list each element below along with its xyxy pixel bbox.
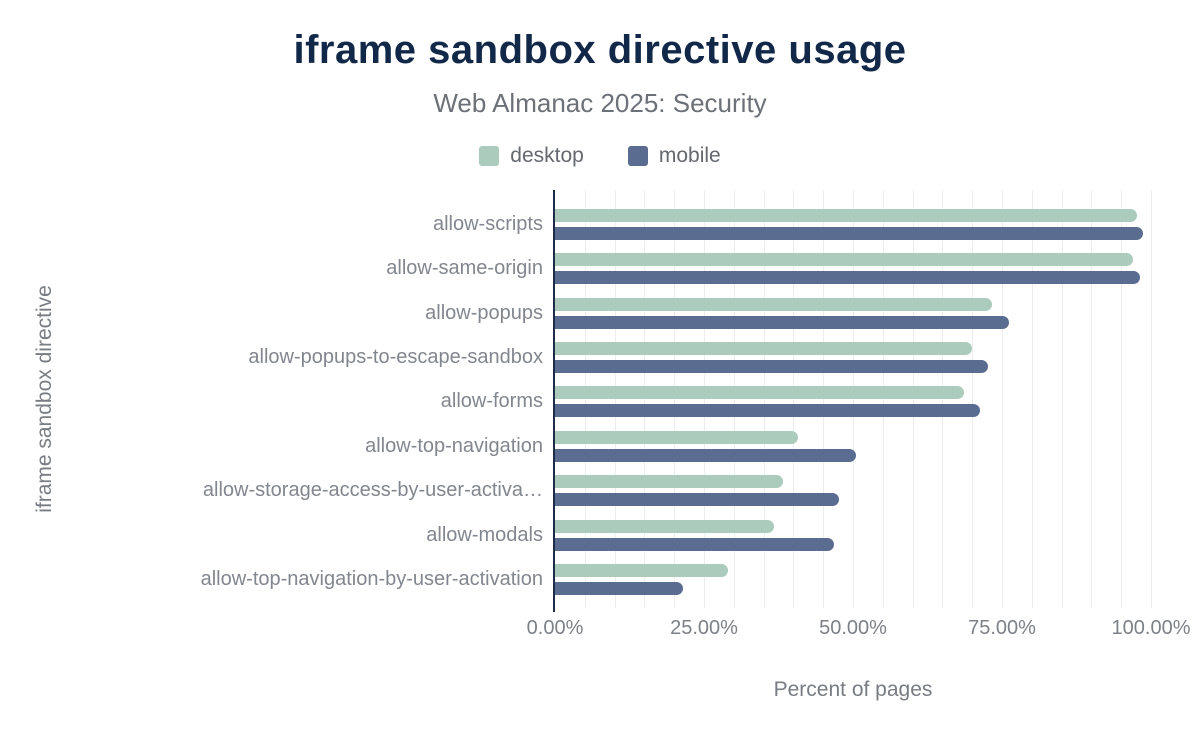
bar-group [555,519,834,551]
legend-item-desktop[interactable]: desktop [479,144,584,168]
chart-row: allow-storage-access-by-user-activa… [0,469,1155,513]
chart-row: allow-same-origin [0,246,1155,290]
bar-desktop [555,430,799,444]
bar-group [555,475,839,507]
gridline [1121,190,1123,608]
bar-desktop [555,208,1137,222]
legend-item-mobile[interactable]: mobile [627,144,721,168]
category-label: allow-same-origin [386,257,543,280]
bar-group [555,208,1144,240]
legend-label: desktop [510,144,584,167]
category-label: allow-popups-to-escape-sandbox [248,346,543,369]
category-label: allow-forms [440,390,543,413]
x-tick-label: 0.00% [526,617,584,639]
bar-group [555,342,988,374]
x-tick-label: 50.00% [819,617,887,639]
category-label: allow-top-navigation-by-user-activation [200,568,543,591]
legend-swatch-mobile [627,146,648,166]
chart-row: allow-forms [0,380,1155,424]
chart-subtitle: Web Almanac 2025: Security [433,88,767,118]
legend-label: mobile [658,144,721,167]
bar-mobile [555,448,856,462]
bar-group [555,253,1141,285]
bar-desktop [555,342,973,356]
plot-area: allow-scripts allow-same-origin allow-popu… [0,202,1155,602]
bar-desktop [555,253,1133,267]
chart-row: allow-scripts [0,202,1155,246]
bar-desktop [555,475,783,489]
category-label: allow-storage-access-by-user-activa… [202,479,543,502]
bar-desktop [555,297,993,311]
bar-desktop [555,386,965,400]
category-label: allow-modals [426,523,543,546]
legend-swatch-desktop [479,146,500,166]
bar-mobile [555,271,1141,285]
legend: desktop mobile [0,143,1200,169]
bar-mobile [555,360,988,374]
bar-mobile [555,315,1010,329]
gridline [1002,190,1003,608]
chart-row: allow-top-navigation-by-user-activation [0,558,1155,602]
gridline [1061,190,1063,608]
bar-mobile [555,404,980,418]
gridline [1091,190,1093,608]
bar-mobile [555,582,683,596]
x-tick-label: 25.00% [670,617,738,639]
chart-row: allow-modals [0,513,1155,557]
chart-row: allow-top-navigation [0,424,1155,468]
bar-mobile [555,493,839,507]
category-label: allow-scripts [432,212,543,235]
bar-group [555,430,856,462]
bar-group [555,386,980,418]
gridline [1151,190,1152,608]
category-label: allow-top-navigation [365,434,543,457]
gridline [1031,190,1033,608]
bar-desktop [555,564,729,578]
bar-group [555,297,1010,329]
bar-mobile [555,226,1144,240]
x-axis-ticks: 0.00% 25.00% 50.00% 75.00% 100.00% [527,617,1191,643]
category-label: allow-popups [425,301,543,324]
bar-group [555,564,729,596]
x-axis-title: Percent of pages [773,678,933,701]
chart-row: allow-popups [0,291,1155,335]
bar-desktop [555,519,775,533]
x-tick-label: 75.00% [968,617,1036,639]
gridline [972,190,974,608]
chart-title: iframe sandbox directive usage [293,28,907,72]
y-axis-line [552,190,555,612]
x-tick-label: 100.00% [1111,617,1191,639]
bar-mobile [555,537,834,551]
chart-row: allow-popups-to-escape-sandbox [0,335,1155,379]
